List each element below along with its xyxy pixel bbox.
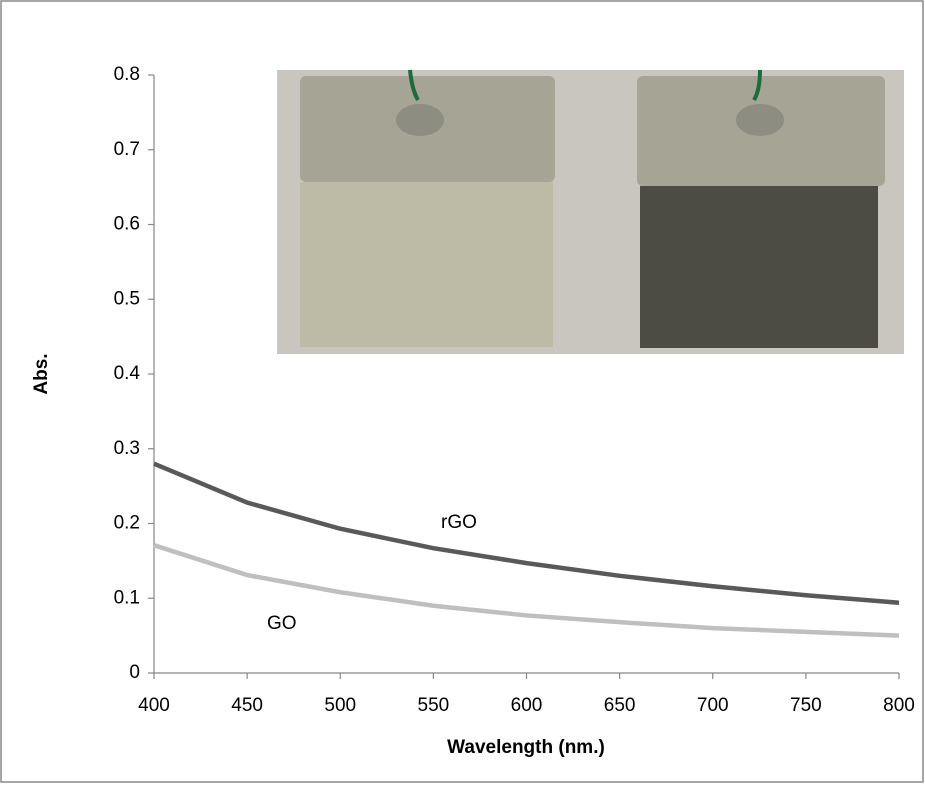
- y-tick-label: 0.7: [114, 139, 140, 160]
- x-tick-label: 400: [138, 695, 170, 716]
- y-tick-label: 0.5: [114, 288, 140, 309]
- x-axis-title: Wavelength (nm.): [447, 737, 605, 758]
- y-axis-title: Abs.: [31, 353, 52, 394]
- x-tick-label: 650: [604, 695, 636, 716]
- x-tick-label: 750: [790, 695, 822, 716]
- y-tick-label: 0.2: [114, 513, 140, 534]
- y-tick-label: 0: [129, 662, 140, 683]
- x-tick-label: 600: [511, 695, 543, 716]
- y-tick-label: 0.3: [114, 438, 140, 459]
- series-line: [153, 461, 900, 605]
- x-tick-label: 800: [883, 695, 915, 716]
- x-tick-label: 700: [697, 695, 729, 716]
- x-tick-label: 450: [231, 695, 263, 716]
- inset-photo: [277, 69, 904, 354]
- x-tick-label: 550: [418, 695, 450, 716]
- y-tick-label: 0.4: [114, 363, 141, 384]
- y-tick-label: 0.1: [114, 587, 140, 608]
- x-tick-label: 500: [324, 695, 356, 716]
- y-tick-label: 0.6: [114, 214, 140, 235]
- series-label: GO: [267, 613, 297, 634]
- series-label: rGO: [441, 512, 477, 533]
- series-line: [153, 543, 900, 638]
- y-tick-label: 0.8: [114, 64, 140, 85]
